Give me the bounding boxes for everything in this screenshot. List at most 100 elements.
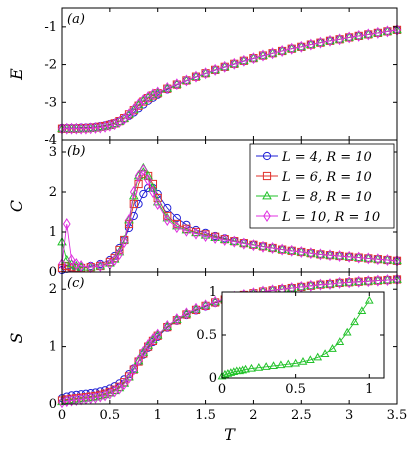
panel-b-point: [239, 238, 249, 247]
panel-c-point: [138, 347, 149, 356]
panel-b-point: [115, 248, 124, 260]
panel-b-point: [374, 253, 382, 266]
inset-point: [247, 363, 256, 372]
panel-c-frame: [61, 271, 398, 405]
panel-c-point: [334, 277, 345, 287]
inset-point: [241, 364, 250, 373]
panel-b-point: [139, 189, 148, 199]
panel-a-point: [134, 98, 143, 111]
panel-b-point: [354, 251, 363, 264]
legend-item: L = 10, R = 10: [256, 210, 380, 225]
legend-label: L = 4, R = 10: [281, 150, 372, 165]
panel-a-point: [220, 60, 229, 73]
inset-point: [313, 352, 323, 361]
panel-b-point: [334, 250, 345, 260]
panel-label: (a): [67, 12, 85, 27]
panel-b-point: [287, 244, 296, 257]
panel-c-point: [191, 304, 201, 313]
panel-b-point: [382, 254, 393, 264]
inset-point: [217, 371, 227, 380]
panel-a-series-line-2: [62, 29, 398, 130]
panel-b-point: [316, 248, 325, 261]
panel-b-point: [182, 224, 191, 237]
inset-xtick-label: 0: [218, 382, 226, 397]
panel-a-point: [211, 63, 219, 76]
panel-a-point: [278, 45, 286, 57]
inset-xtick-label: 1: [365, 382, 373, 397]
legend-marker: [262, 171, 272, 181]
inset-series-1: [217, 295, 374, 380]
panel-b-point: [240, 237, 248, 250]
panel-a-point: [125, 108, 133, 121]
panel-c-point: [163, 319, 172, 332]
panel-c-point: [125, 371, 133, 384]
inset-point: [238, 365, 247, 374]
legend-marker: [262, 190, 272, 200]
inset-xtick-label: 0.5: [285, 382, 306, 397]
panel-a-point: [354, 29, 363, 42]
panel-b-point: [77, 260, 85, 272]
panel-b-point: [124, 214, 134, 224]
panel-b-point: [258, 241, 268, 250]
panel-c-point: [363, 276, 374, 285]
inset-point: [342, 327, 352, 336]
panel-c-point: [172, 314, 182, 324]
panel-b-point: [163, 203, 172, 213]
legend-item: L = 4, R = 10: [256, 150, 372, 165]
panel-a-ytick-label: -2: [44, 58, 57, 73]
panel-c-point: [201, 299, 210, 312]
panel-b-point: [278, 243, 286, 256]
legend-marker: [263, 210, 271, 222]
panel-b-point: [139, 164, 148, 176]
panel-c-ytick-label: 1: [49, 340, 57, 355]
panel-c-point: [115, 382, 124, 395]
panel-c-xtick-label: 0: [58, 408, 66, 423]
panel-b-point: [345, 250, 353, 263]
inset-chart: 0 0.5 1 0 0.5 1: [196, 285, 385, 397]
inset-ytick-label: 0.5: [196, 328, 217, 343]
panel-a-series-line-3: [62, 29, 398, 130]
panel-b-point: [219, 234, 230, 243]
panel-c-point: [182, 307, 191, 320]
inset-ytick-label: 1: [209, 285, 217, 300]
panel-a-point: [316, 36, 325, 49]
panel-c-point: [335, 276, 344, 289]
panel-a-point: [162, 83, 173, 92]
panel-a-point: [230, 57, 239, 70]
legend-label: L = 8, R = 10: [281, 190, 372, 205]
panel-c: 0 1 2 0 0.5 1 1.5 2 2.5 3 3.5 (c) S T 0 0.5 1 0 0.5 1: [7, 271, 407, 444]
panel-a-series-line-1: [62, 29, 398, 129]
panel-c-point: [373, 275, 383, 284]
panel-b-point: [120, 236, 129, 248]
panel-b-point: [67, 254, 76, 266]
legend-marker: [262, 151, 272, 161]
panel-a-series-4: [58, 23, 401, 135]
panel-b-point: [383, 254, 392, 266]
legend-label: L = 6, R = 10: [281, 170, 372, 185]
panel-a-point: [124, 109, 134, 118]
panel-b-ytick-label: 0: [49, 265, 57, 280]
panel-c-point: [153, 328, 162, 341]
panel-b-point: [129, 186, 138, 198]
panel-a-point: [201, 67, 210, 80]
panel-a-ytick-label: -4: [44, 133, 57, 148]
panel-c-point: [307, 279, 315, 292]
y-axis-title: S: [7, 332, 26, 343]
panel-c-point: [354, 275, 363, 288]
panel-c-point: [128, 364, 139, 373]
panel-b-point: [173, 221, 181, 234]
panel-b-point: [259, 240, 267, 253]
panel-a-point: [307, 38, 315, 51]
panel-b-point: [249, 239, 258, 252]
panel-c-point: [316, 278, 325, 291]
panel-b-point: [129, 199, 138, 209]
panel-c-point: [133, 355, 144, 365]
panel-a-point: [297, 40, 306, 53]
panel-c-point: [152, 329, 163, 339]
panel-c-xtick-label: 2: [249, 408, 257, 423]
panel-b-point: [62, 218, 71, 230]
panel-c-point: [353, 276, 364, 286]
panel-c-point: [162, 321, 173, 330]
panel-b-point: [192, 227, 200, 240]
